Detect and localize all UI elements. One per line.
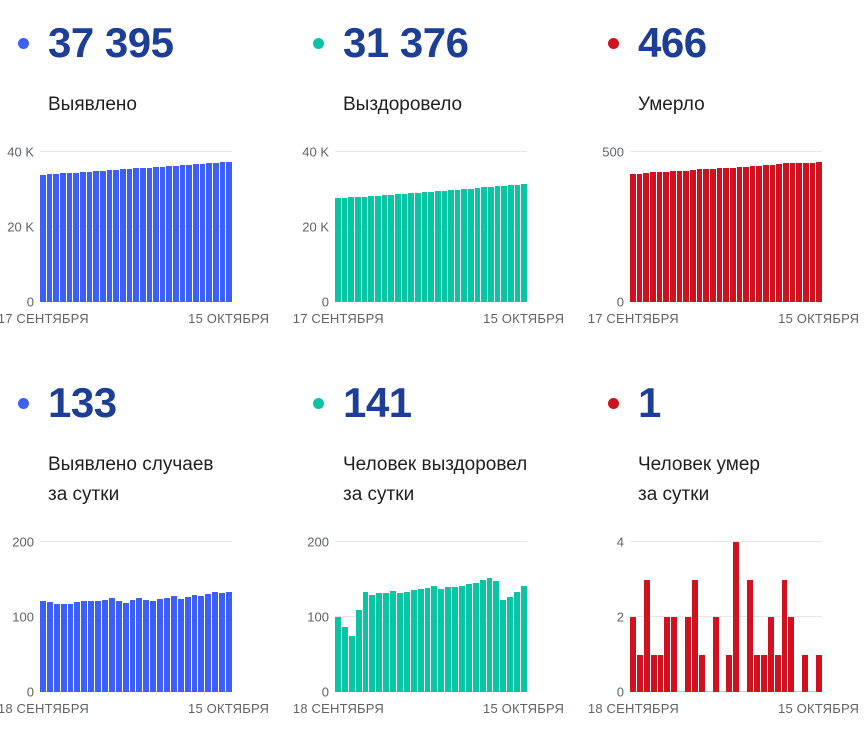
bars [40,542,232,692]
bar-chart-detected-daily: 200 100 0 18 СЕНТЯБРЯ 15 ОКТЯБРЯ [0,534,295,717]
panel-deaths-total: 466 Умерло 500 0 17 СЕНТЯБРЯ 15 ОКТЯБРЯ [588,0,864,372]
stat-label: Умерло [638,94,705,115]
y-axis: 200 100 0 [307,534,329,700]
x-axis-label-start: 18 СЕНТЯБРЯ [292,701,384,716]
stat-label: Человек выздоровел за сутки [343,454,528,505]
gridlines [630,541,822,692]
bars [335,542,527,692]
x-axis-label-start: 17 СЕНТЯБРЯ [587,311,679,326]
headline-deaths-total: 466 [608,20,864,66]
x-axis-label-end: 15 ОКТЯБРЯ [188,701,270,716]
x-axis-label-end: 15 ОКТЯБРЯ [778,311,860,326]
x-axis-label-end: 15 ОКТЯБРЯ [188,311,270,326]
accent-dot [608,37,619,49]
headline-deaths-daily: 1 [608,380,864,426]
gridlines [335,541,527,692]
bars [630,542,822,692]
bars [630,152,823,302]
stat-label: Выявлено случаев за сутки [48,454,214,505]
panel-recovered-daily: 141 Человек выздоровел за сутки 200 100 0 … [293,372,590,744]
bars [335,152,528,302]
bar-chart-deaths-total: 500 0 17 СЕНТЯБРЯ 15 ОКТЯБРЯ [588,144,864,327]
bar-chart-recovered-daily: 200 100 0 18 СЕНТЯБРЯ 15 ОКТЯБРЯ [293,534,590,717]
chart-plot: 17 СЕНТЯБРЯ 15 ОКТЯБРЯ [0,151,269,326]
x-axis-label-start: 18 СЕНТЯБРЯ [587,701,679,716]
chart-plot: 18 СЕНТЯБРЯ 15 ОКТЯБРЯ [293,541,564,716]
panel-detected-daily: 133 Выявлено случаев за сутки 200 100 0 18… [0,372,295,744]
stat-label: Выздоровело [343,94,463,115]
x-axis-label-start: 17 СЕНТЯБРЯ [292,311,384,326]
gridlines [40,541,232,692]
chart-plot: 17 СЕНТЯБРЯ 15 ОКТЯБРЯ [293,151,564,326]
stat-value: 141 [343,379,412,426]
headline-detected-total: 37 395 [18,20,295,66]
chart-plot: 18 СЕНТЯБРЯ 15 ОКТЯБРЯ [0,541,269,716]
accent-dot [313,397,324,409]
headline-recovered-daily: 141 [313,380,590,426]
stat-label: Человек умер за сутки [638,454,760,505]
accent-dot [18,37,29,49]
accent-dot [313,37,324,49]
stat-value: 133 [48,379,117,426]
chart-plot: 17 СЕНТЯБРЯ 15 ОКТЯБРЯ [588,151,859,326]
chart-plot: 18 СЕНТЯБРЯ 15 ОКТЯБРЯ [588,541,859,716]
stat-value: 466 [638,19,707,66]
x-axis-label-start: 17 СЕНТЯБРЯ [0,311,89,326]
y-axis: 200 100 0 [12,534,34,700]
x-axis-label-end: 15 ОКТЯБРЯ [778,701,860,716]
accent-dot [18,397,29,409]
x-axis-label-end: 15 ОКТЯБРЯ [483,311,565,326]
y-axis: 500 0 [602,144,624,310]
headline-recovered-total: 31 376 [313,20,590,66]
stat-value: 37 395 [48,19,174,66]
bars [40,152,233,302]
stat-label: Выявлено [48,94,137,115]
stat-value: 31 376 [343,19,469,66]
stat-value: 1 [638,379,661,426]
x-axis-label-end: 15 ОКТЯБРЯ [483,701,565,716]
x-axis-label-start: 18 СЕНТЯБРЯ [0,701,89,716]
headline-detected-daily: 133 [18,380,295,426]
accent-dot [608,397,619,409]
